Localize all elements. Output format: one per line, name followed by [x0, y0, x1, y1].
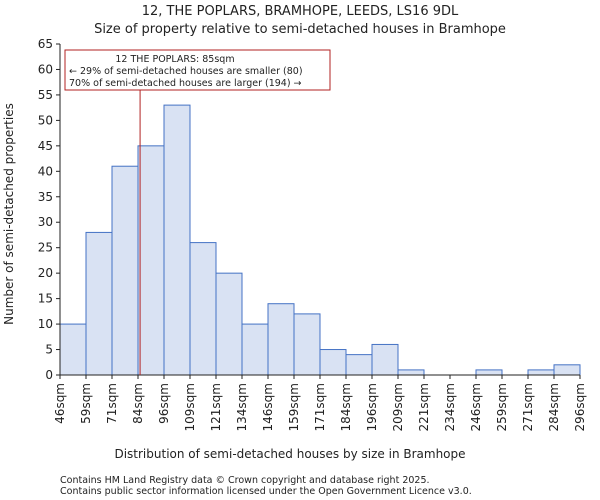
y-ticks-group: 0 5 10 15 20 25 30 35 40 45 50 55 60 65 — [38, 37, 60, 382]
bar-134sqm — [241, 323, 269, 376]
annotation-line2: ← 29% of semi-detached houses are smalle… — [69, 66, 303, 77]
x-tick-label: 71sqm — [105, 383, 119, 424]
x-axis-label: Distribution of semi-detached houses by … — [114, 447, 465, 461]
annotation-line1: 12 THE POPLARS: 85sqm — [115, 54, 234, 65]
x-tick-label: 146sqm — [261, 383, 275, 431]
x-tick-label: 296sqm — [573, 383, 587, 431]
bar-146sqm — [267, 303, 295, 376]
y-tick-label: 30 — [38, 215, 53, 229]
x-tick-label: 221sqm — [417, 383, 431, 431]
y-axis-label: Number of semi-detached properties — [2, 103, 16, 325]
bar-184sqm — [345, 354, 373, 376]
bar-71sqm — [111, 165, 139, 376]
x-tick-label: 234sqm — [443, 383, 457, 431]
y-tick-label: 5 — [45, 343, 53, 357]
x-tick-label: 46sqm — [53, 383, 67, 424]
x-tick-label: 121sqm — [209, 383, 223, 431]
bar-46sqm — [59, 323, 87, 376]
bar-59sqm — [85, 231, 113, 376]
x-tick-label: 84sqm — [131, 383, 145, 424]
y-tick-label: 40 — [38, 164, 53, 178]
y-tick-label: 60 — [38, 62, 53, 76]
bar-109sqm — [189, 242, 217, 376]
annotation-line3: 70% of semi-detached houses are larger (… — [69, 78, 302, 89]
x-tick-label: 259sqm — [495, 383, 509, 431]
y-tick-label: 35 — [38, 190, 53, 204]
y-tick-label: 50 — [38, 113, 53, 127]
annotation-border — [64, 49, 331, 91]
x-tick-label: 196sqm — [365, 383, 379, 431]
bar-284sqm — [553, 364, 581, 376]
x-tick-label: 171sqm — [313, 383, 327, 431]
x-tick-label: 134sqm — [235, 383, 249, 431]
bar-196sqm — [371, 343, 399, 376]
x-tick-label: 284sqm — [547, 383, 561, 431]
bar-121sqm — [215, 272, 243, 376]
y-tick-label: 65 — [38, 37, 53, 51]
x-tick-label: 59sqm — [79, 383, 93, 424]
x-tick-label: 246sqm — [469, 383, 483, 431]
x-tick-label: 159sqm — [287, 383, 301, 431]
bar-96sqm — [163, 104, 191, 376]
footer-line1: Contains HM Land Registry data © Crown c… — [60, 475, 430, 486]
bar-209sqm — [397, 369, 425, 376]
y-tick-label: 20 — [38, 266, 53, 280]
footer-line2: Contains public sector information licen… — [60, 486, 472, 497]
bar-84sqm — [137, 145, 165, 376]
y-tick-label: 55 — [38, 88, 53, 102]
y-tick-label: 10 — [38, 317, 53, 331]
annotation-box: 12 THE POPLARS: 85sqm ← 29% of semi-deta… — [64, 49, 331, 91]
x-tick-label: 109sqm — [183, 383, 197, 431]
x-ticks-group: 46sqm 59sqm 71sqm 84sqm 96sqm 109sqm 121sqm 134… — [53, 375, 587, 431]
x-tick-label: 209sqm — [391, 383, 405, 431]
bar-171sqm — [319, 349, 347, 376]
y-tick-label: 25 — [38, 241, 53, 255]
x-tick-label: 271sqm — [521, 383, 535, 431]
bar-246sqm — [475, 369, 503, 376]
bar-159sqm — [293, 313, 321, 376]
bars-group — [59, 104, 581, 376]
y-tick-label: 0 — [45, 368, 53, 382]
x-tick-label: 184sqm — [339, 383, 353, 431]
bar-271sqm — [527, 369, 555, 376]
y-tick-label: 15 — [38, 292, 53, 306]
chart-title-line1: 12, THE POPLARS, BRAMHOPE, LEEDS, LS16 9… — [142, 4, 459, 19]
x-tick-label: 96sqm — [157, 383, 171, 424]
chart-title-line2: Size of property relative to semi-detach… — [94, 22, 506, 37]
y-tick-label: 45 — [38, 139, 53, 153]
